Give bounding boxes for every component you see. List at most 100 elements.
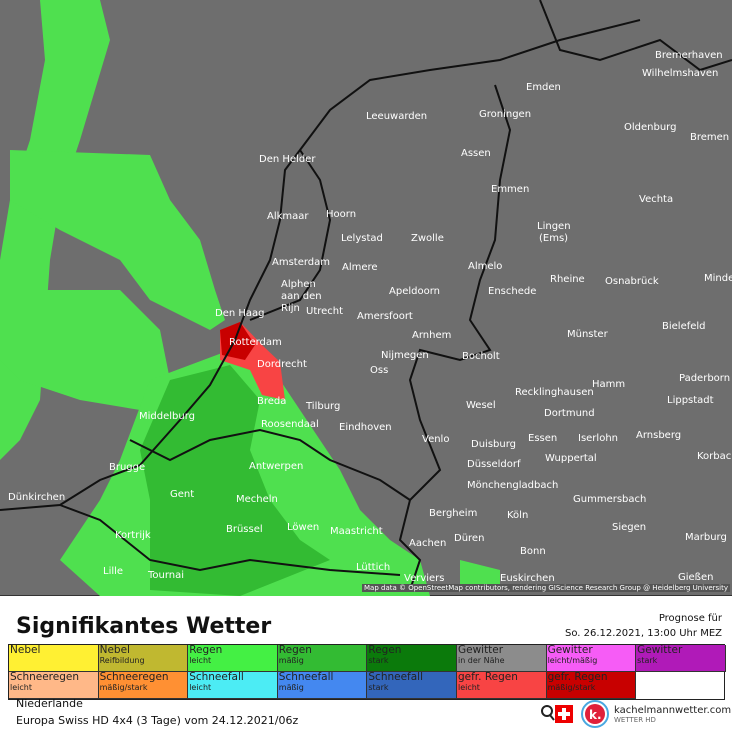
legend-label: gefr. Regen: [547, 672, 608, 683]
city-label: Groningen: [479, 109, 531, 120]
city-label: Gent: [170, 489, 194, 500]
city-label: Lüttich: [356, 562, 390, 573]
legend-sublabel: Reifbildung: [99, 656, 145, 665]
city-label: Dünkirchen: [8, 492, 65, 503]
city-label: Rheine: [550, 274, 585, 285]
city-label: Alkmaar: [267, 211, 309, 222]
city-label: Lille: [103, 566, 123, 577]
city-label: Bocholt: [462, 351, 500, 362]
city-label: Duisburg: [471, 439, 516, 450]
legend-sublabel: mäßig: [278, 656, 304, 665]
city-label: Rotterdam: [229, 337, 282, 348]
legend-label: Schneeregen: [99, 672, 169, 683]
city-label: Den Haag: [215, 308, 265, 319]
city-label: Iserlohn: [578, 433, 618, 444]
rain-moderate-area: [140, 365, 330, 596]
city-label: Siegen: [612, 522, 646, 533]
city-label: Dortmund: [544, 408, 595, 419]
city-label: Vechta: [639, 194, 673, 205]
city-label: Den Helder: [259, 154, 316, 165]
city-label: Apeldoorn: [389, 286, 440, 297]
city-label: Hoorn: [326, 209, 356, 220]
brand[interactable]: kachelmannwetter.com WETTER HD: [614, 705, 731, 724]
city-label: Paderborn: [679, 373, 730, 384]
city-label: Enschede: [488, 286, 536, 297]
legend-label: Regen: [189, 645, 223, 656]
legend-label: Schneefall: [278, 672, 334, 683]
city-label: Rijn: [281, 303, 300, 314]
city-label: Emden: [526, 82, 561, 93]
city-label: Recklinghausen: [515, 387, 594, 398]
legend-sublabel: stark: [368, 656, 389, 665]
legend-sublabel: leicht/mäßig: [547, 656, 598, 665]
border-line: [249, 149, 332, 321]
city-label: Lingen: [537, 221, 571, 232]
legend-item: Regen leicht: [188, 645, 278, 672]
brand-name: kachelmannwetter.com: [614, 705, 732, 716]
city-label: Leeuwarden: [366, 111, 427, 122]
region-name: Niederlande: [16, 697, 83, 710]
weather-map[interactable]: Bremerhaven Wilhelmshaven Emden Leeuwarden G…: [0, 0, 732, 596]
forecast-info: Prognose für So. 26.12.2021, 13:00 Uhr M…: [565, 611, 722, 641]
city-label: Breda: [257, 396, 286, 407]
city-label: Oss: [370, 365, 388, 376]
legend-label: Regen: [368, 645, 402, 656]
city-label: Mönchengladbach: [467, 480, 558, 491]
legend-label: Gewitter: [637, 645, 683, 656]
city-label: Löwen: [287, 522, 319, 533]
legend-sublabel: mäßig/stark: [547, 683, 596, 692]
city-label: Bonn: [520, 546, 546, 557]
city-label: Roosendaal: [261, 419, 319, 430]
city-label: Assen: [461, 148, 491, 159]
legend-item: gefr. Regen leicht: [456, 672, 547, 699]
city-label: Brugge: [109, 462, 145, 473]
legend-sublabel: mäßig: [278, 683, 304, 692]
city-label: Tilburg: [305, 401, 340, 412]
city-label: Bremen: [690, 132, 729, 143]
legend-item: Schneeregen leicht: [9, 672, 99, 699]
model-info: Europa Swiss HD 4x4 (3 Tage) vom 24.12.2…: [16, 714, 299, 727]
city-label: Gießen: [678, 572, 713, 583]
city-label: Osnabrück: [605, 276, 659, 287]
legend-item: Schneefall stark: [367, 672, 457, 699]
city-label: Eindhoven: [339, 422, 392, 433]
city-label: Antwerpen: [249, 461, 303, 472]
legend-sublabel: stark: [637, 656, 658, 665]
city-label: Bergheim: [429, 508, 477, 519]
legend-label: Schneefall: [189, 672, 244, 683]
legend-label: Gewitter: [457, 645, 504, 656]
legend-item: Nebel Reifbildung: [98, 645, 189, 672]
city-label: Bremerhaven: [655, 50, 723, 61]
city-label: Utrecht: [306, 306, 343, 317]
city-label: Nijmegen: [381, 350, 429, 361]
legend-label: Gewitter: [547, 645, 593, 656]
city-label: Hamm: [592, 379, 625, 390]
city-label: Essen: [528, 433, 557, 444]
city-label: Münster: [567, 329, 609, 340]
city-label: Tournai: [147, 570, 184, 581]
legend-item: Gewitter in der Nähe: [456, 645, 547, 672]
city-label: aan den: [281, 291, 322, 302]
forecast-time: So. 26.12.2021, 13:00 Uhr MEZ: [564, 628, 722, 639]
border-line: [0, 19, 641, 511]
legend-sublabel: leicht: [189, 656, 212, 665]
legend-label: Schneeregen: [10, 672, 79, 683]
city-label: Düren: [454, 533, 484, 544]
city-label: Minden: [704, 273, 732, 284]
map-attribution: Map data © OpenStreetMap contributors, r…: [362, 584, 730, 592]
legend-item: Regen stark: [367, 645, 457, 672]
city-label: Kortrijk: [115, 530, 151, 541]
legend-item: Nebel: [9, 645, 99, 672]
legend-item: Schneeregen mäßig/stark: [98, 672, 189, 699]
rain-light-area: [460, 560, 500, 590]
border-line: [398, 84, 512, 591]
brand-sub: WETTER HD: [614, 716, 656, 724]
city-label: Marburg: [685, 532, 727, 543]
legend-label: Schneefall: [368, 672, 424, 683]
city-label: Düsseldorf: [467, 459, 521, 470]
legend: Nebel Nebel Reifbildung Regen leicht Regen mäß…: [8, 644, 726, 700]
borders-layer: [0, 0, 732, 591]
legend-sublabel: leicht: [457, 683, 480, 692]
city-label: Korbach: [697, 451, 732, 462]
legend-sublabel: in der Nähe: [457, 656, 505, 665]
